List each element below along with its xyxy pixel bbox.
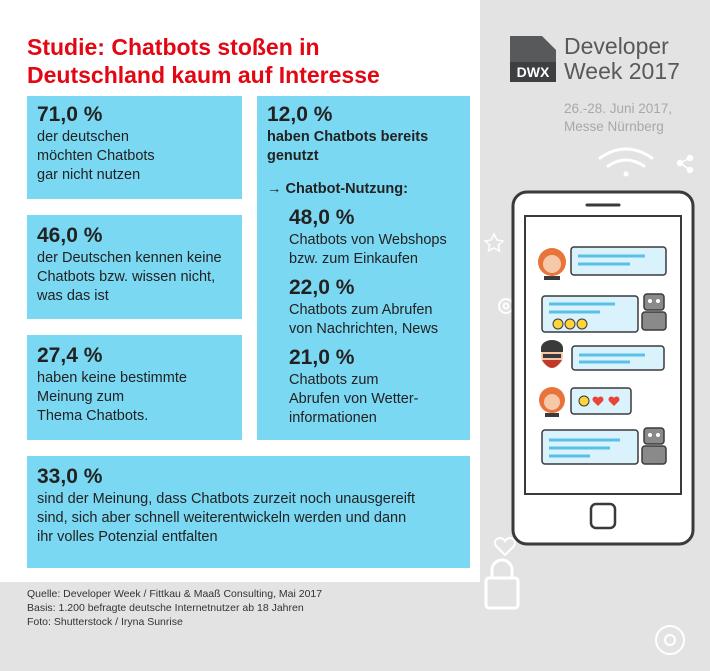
chat-bubble <box>570 246 667 276</box>
smiley-icon <box>578 395 590 407</box>
robot-icon <box>641 427 667 465</box>
stat-box-used: 12,0 % haben Chatbots bereits genutzt → … <box>257 96 470 440</box>
event-name: Developer Week 2017 <box>564 34 680 84</box>
usage-item-news: 22,0 % Chatbots zum Abrufen von Nachrich… <box>289 275 460 339</box>
chat-bubble <box>541 429 639 465</box>
usage-item-weather: 21,0 % Chatbots zum Abrufen von Wetter- … <box>289 345 460 428</box>
wifi-icon <box>598 147 654 177</box>
usage-item-webshops: 48,0 % Chatbots von Webshops bzw. zum Ei… <box>289 205 460 269</box>
stat-value: 33,0 % <box>37 465 103 488</box>
source-footer: Quelle: Developer Week / Fittkau & Maaß … <box>0 582 480 671</box>
stat-value: 71,0 % <box>37 103 103 126</box>
stat-box-no-use: 71,0 % der deutschen möchten Chatbots ga… <box>27 96 242 199</box>
logo-text: DWX <box>510 62 556 82</box>
robot-icon <box>641 293 667 331</box>
smiley-icon <box>552 318 588 330</box>
title-line-2: Deutschland kaum auf Interesse <box>27 62 380 88</box>
stat-text: sind der Meinung, dass Chatbots zurzeit … <box>37 491 416 545</box>
title-line-1: Studie: Chatbots stoßen in <box>27 34 320 60</box>
usage-text: Chatbots zum Abrufen von Nachrichten, Ne… <box>289 302 439 337</box>
bearded-man-avatar-icon <box>541 340 563 368</box>
chat-bubble <box>571 345 665 371</box>
usage-text: Chatbots von Webshops bzw. zum Einkaufen <box>289 232 447 267</box>
stat-text: der Deutschen kennen keine Chatbots bzw.… <box>37 250 222 304</box>
stat-text: haben Chatbots bereits genutzt <box>267 129 429 164</box>
event-panel: DWX Developer Week 2017 26.-28. Juni 201… <box>480 0 710 671</box>
heart-icon <box>592 396 620 406</box>
stat-box-immature: 33,0 % sind der Meinung, dass Chatbots z… <box>27 456 470 568</box>
stat-value: 27,4 % <box>37 344 103 367</box>
event-location: Messe Nürnberg <box>564 119 664 134</box>
share-icon <box>676 154 694 174</box>
stat-text: haben keine bestimmte Meinung zum Thema … <box>37 370 187 424</box>
source-line: Quelle: Developer Week / Fittkau & Maaß … <box>27 588 323 600</box>
event-name-line-2: Week 2017 <box>564 58 680 84</box>
event-date: 26.-28. Juni 2017, <box>564 101 673 116</box>
usage-value: 21,0 % <box>289 346 355 369</box>
heart-icon <box>494 537 516 557</box>
chat-illustration <box>483 147 695 655</box>
usage-value: 22,0 % <box>289 276 355 299</box>
woman-avatar-icon <box>539 387 565 417</box>
lock-icon <box>484 558 520 610</box>
page-title: Studie: Chatbots stoßen in Deutschland k… <box>27 33 467 89</box>
infographic-content: Studie: Chatbots stoßen in Deutschland k… <box>0 33 480 671</box>
stat-text: der deutschen möchten Chatbots gar nicht… <box>37 129 155 183</box>
stat-value: 46,0 % <box>37 224 103 247</box>
event-name-line-1: Developer <box>564 33 669 59</box>
stat-value: 12,0 % <box>267 103 333 126</box>
usage-value: 48,0 % <box>289 206 355 229</box>
star-icon <box>483 232 505 253</box>
stat-box-no-opinion: 27,4 % haben keine bestimmte Meinung zum… <box>27 335 242 440</box>
basis-line: Basis: 1.200 befragte deutsche Internetn… <box>27 602 304 614</box>
photo-credit: Foto: Shutterstock / Iryna Sunrise <box>27 616 183 628</box>
woman-avatar-icon <box>538 248 566 280</box>
stat-box-unknown: 46,0 % der Deutschen kennen keine Chatbo… <box>27 215 242 319</box>
usage-subheader: → Chatbot-Nutzung: <box>267 181 408 197</box>
event-details: 26.-28. Juni 2017, Messe Nürnberg <box>564 100 672 136</box>
dwx-logo: DWX <box>510 36 556 82</box>
usage-text: Chatbots zum Abrufen von Wetter- informa… <box>289 372 419 426</box>
